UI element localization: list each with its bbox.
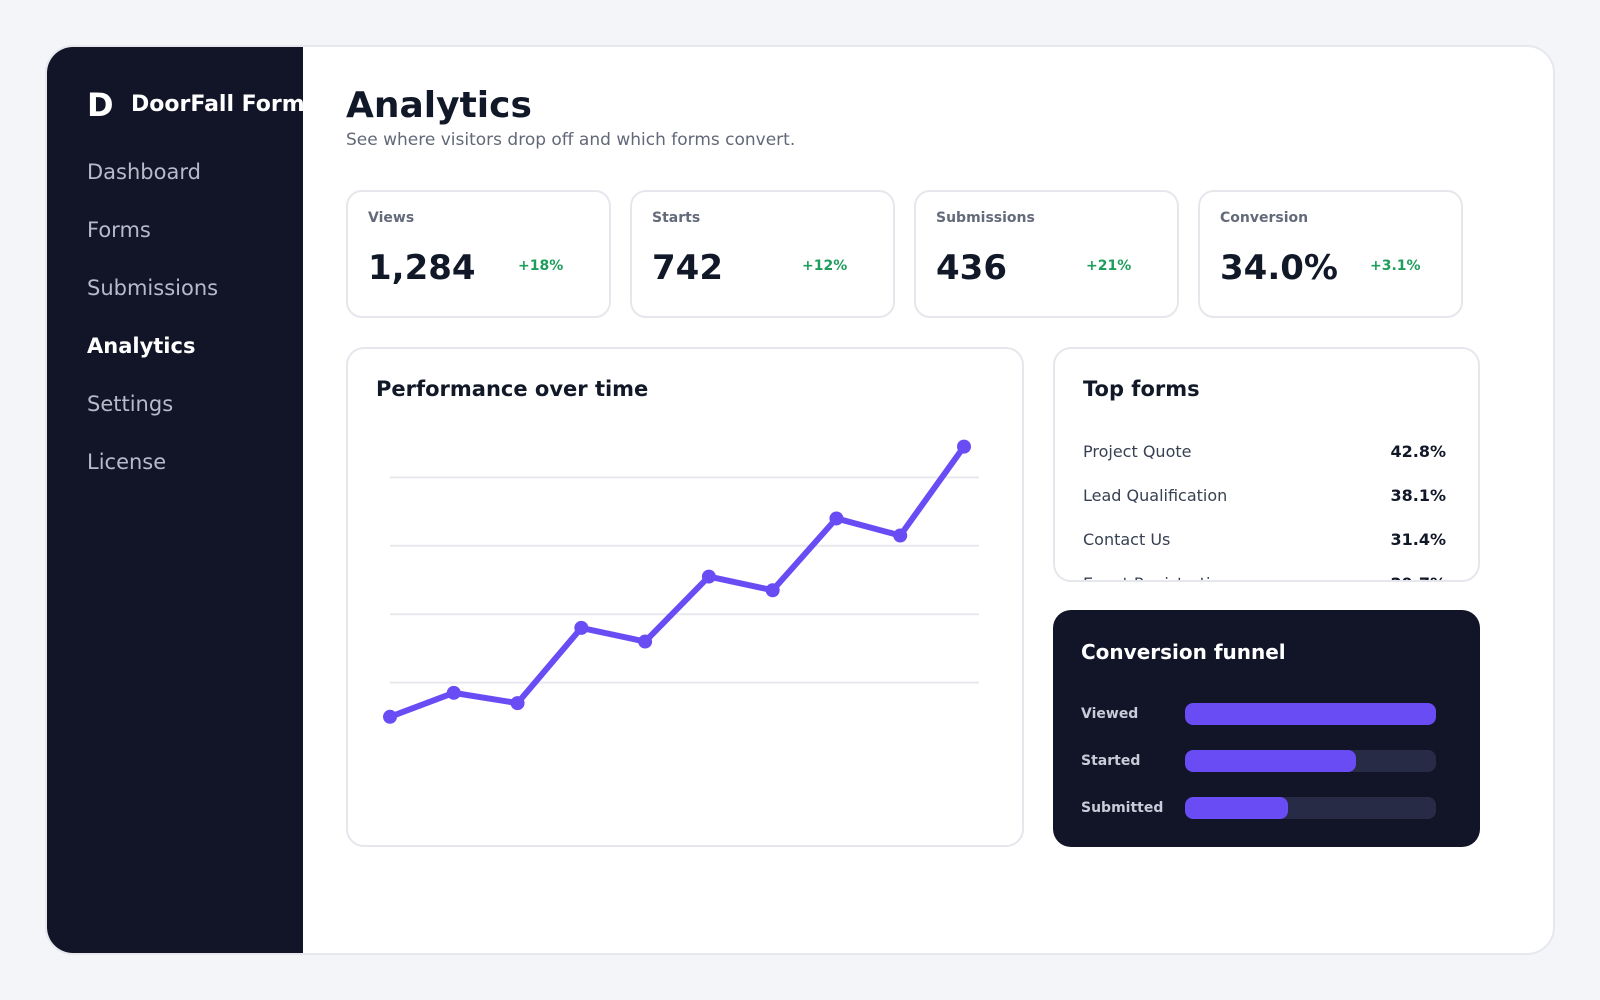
stat-value: 1,284 xyxy=(368,248,476,288)
conversion-funnel-card: Conversion funnel Viewed Started Submitt… xyxy=(1053,610,1480,847)
sidebar-item-license[interactable]: License xyxy=(87,450,167,474)
funnel-title: Conversion funnel xyxy=(1081,640,1286,664)
top-forms-list: Project Quote 42.8% Lead Qualification 3… xyxy=(1083,429,1446,581)
performance-chart xyxy=(383,439,979,724)
stat-value: 742 xyxy=(652,248,723,288)
funnel-track xyxy=(1185,750,1436,772)
stat-delta: +3.1% xyxy=(1370,258,1421,274)
form-rate: 29.7% xyxy=(1390,574,1446,581)
form-name: Lead Qualification xyxy=(1083,485,1228,505)
chart-point[interactable] xyxy=(383,709,397,724)
sidebar: D DoorFall Forms Dashboard Forms Submiss… xyxy=(47,47,303,953)
stat-label: Views xyxy=(368,210,415,226)
stat-delta: +12% xyxy=(802,258,848,274)
form-rate: 42.8% xyxy=(1390,441,1446,461)
stat-delta: +21% xyxy=(1086,258,1132,274)
stat-card-conversion: Conversion 34.0% +3.1% xyxy=(1198,190,1463,318)
funnel-bar xyxy=(1185,750,1356,772)
brand-name: DoorFall Forms xyxy=(131,92,303,117)
list-item[interactable]: Event Registration 29.7% xyxy=(1083,561,1446,581)
chart-point[interactable] xyxy=(510,696,525,711)
page-title: Analytics xyxy=(346,85,532,126)
sidebar-item-settings[interactable]: Settings xyxy=(87,392,174,416)
sidebar-item-forms[interactable]: Forms xyxy=(87,218,151,242)
funnel-label: Viewed xyxy=(1081,706,1139,722)
chart-point[interactable] xyxy=(701,569,716,584)
sidebar-item-dashboard[interactable]: Dashboard xyxy=(87,160,201,184)
chart-point[interactable] xyxy=(574,620,589,635)
list-item[interactable]: Contact Us 31.4% xyxy=(1083,517,1446,561)
performance-title: Performance over time xyxy=(376,377,649,401)
stat-value: 436 xyxy=(936,248,1007,288)
list-item[interactable]: Lead Qualification 38.1% xyxy=(1083,473,1446,517)
form-name: Event Registration xyxy=(1083,574,1230,581)
form-name: Contact Us xyxy=(1083,529,1171,549)
funnel-track xyxy=(1185,797,1436,819)
chart-point[interactable] xyxy=(446,685,461,700)
funnel-bar xyxy=(1185,703,1436,725)
form-rate: 38.1% xyxy=(1390,485,1446,505)
performance-card: Performance over time xyxy=(346,347,1024,847)
funnel-label: Submitted xyxy=(1081,800,1164,816)
list-item[interactable]: Project Quote 42.8% xyxy=(1083,429,1446,473)
app-window: D DoorFall Forms Dashboard Forms Submiss… xyxy=(45,45,1555,955)
chart-point[interactable] xyxy=(765,583,780,598)
stat-label: Starts xyxy=(652,210,701,226)
brand-logo: D xyxy=(87,86,114,124)
stat-card-starts: Starts 742 +12% xyxy=(630,190,895,318)
funnel-bar xyxy=(1185,797,1288,819)
form-name: Project Quote xyxy=(1083,441,1192,461)
sidebar-item-analytics[interactable]: Analytics xyxy=(87,334,196,358)
stat-label: Conversion xyxy=(1220,210,1309,226)
stat-value: 34.0% xyxy=(1220,248,1338,288)
brand[interactable]: D DoorFall Forms xyxy=(87,85,303,125)
stat-label: Submissions xyxy=(936,210,1035,226)
stat-delta: +18% xyxy=(518,258,564,274)
chart-point[interactable] xyxy=(638,634,653,649)
chart-point[interactable] xyxy=(829,511,844,526)
funnel-row-submitted: Submitted xyxy=(1081,796,1436,820)
funnel-row-started: Started xyxy=(1081,749,1436,773)
funnel-row-viewed: Viewed xyxy=(1081,702,1436,726)
sidebar-item-submissions[interactable]: Submissions xyxy=(87,276,219,300)
form-rate: 31.4% xyxy=(1390,529,1446,549)
chart-point[interactable] xyxy=(957,439,971,454)
chart-point[interactable] xyxy=(893,528,908,543)
sidebar-nav: Dashboard Forms Submissions Analytics Se… xyxy=(87,155,218,503)
stat-card-submissions: Submissions 436 +21% xyxy=(914,190,1179,318)
page-subtitle: See where visitors drop off and which fo… xyxy=(346,130,796,150)
main-content: Analytics See where visitors drop off an… xyxy=(303,47,1553,953)
chart-series-line xyxy=(387,443,967,720)
stat-card-views: Views 1,284 +18% xyxy=(346,190,611,318)
funnel-track xyxy=(1185,703,1436,725)
funnel-label: Started xyxy=(1081,753,1141,769)
top-forms-title: Top forms xyxy=(1083,377,1200,401)
top-forms-card: Top forms Project Quote 42.8% Lead Quali… xyxy=(1053,347,1480,582)
